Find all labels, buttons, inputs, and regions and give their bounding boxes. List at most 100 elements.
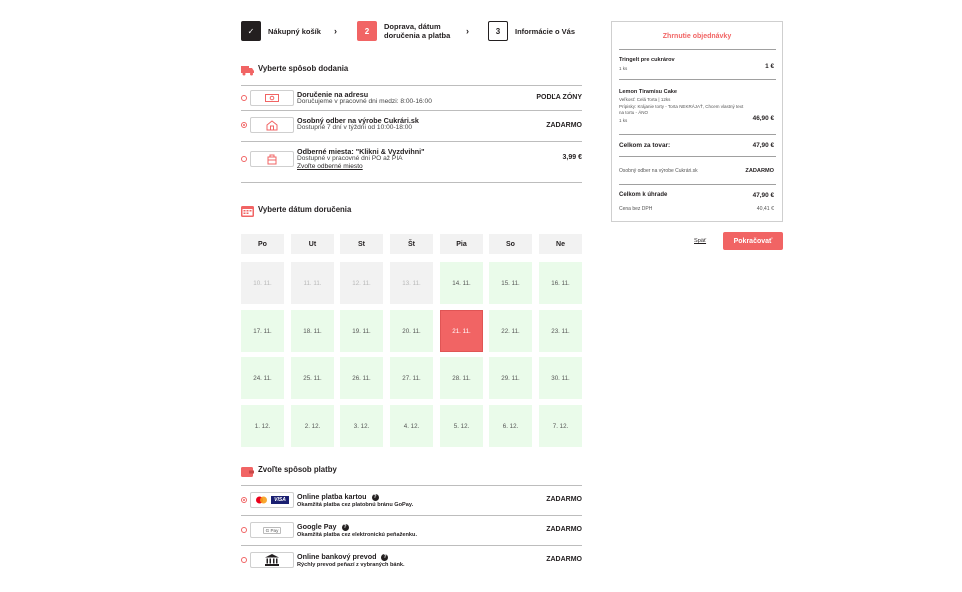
divider (619, 79, 776, 80)
delivery-option-price: PODĽA ZÓNY (536, 94, 582, 101)
calendar-day[interactable]: 25. 11. (291, 357, 334, 399)
summary-item-qty: 1 ks (619, 118, 628, 123)
wallet-icon (241, 464, 254, 477)
step-cart[interactable]: ✓ Nákupný košík (241, 21, 321, 41)
calendar-day[interactable]: 28. 11. (440, 357, 483, 399)
calendar-icon (241, 204, 254, 217)
radio-button[interactable] (241, 527, 247, 533)
choose-pickup-point-link[interactable]: Zvoľte odberné miesto (297, 163, 363, 170)
summary-item-qty: 1 ks (619, 66, 628, 71)
summary-item-detail: Veľkosť: Celá Torta | 12ks (619, 97, 671, 102)
calendar-day[interactable]: 5. 12. (440, 405, 483, 447)
summary-item-detail: Prípisky: Krájanie torty - Torta NEKRÁJA… (619, 104, 744, 109)
calendar-day[interactable]: 6. 12. (489, 405, 532, 447)
step-delivery: 2 Doprava, dátum doručenia a platba (357, 21, 450, 41)
delivery-options: Doručenie na adresu Doručujeme v pracovn… (241, 85, 582, 183)
payment-option-google-pay[interactable]: G Pay Google Pay? Okamžitá platba cez el… (241, 516, 582, 546)
truck-icon (241, 63, 254, 76)
payment-option-bank[interactable]: Online bankový prevod? Rýchly prevod peň… (241, 546, 582, 576)
calendar-day[interactable]: 1. 12. (241, 405, 284, 447)
check-icon: ✓ (241, 21, 261, 41)
google-pay-logo: G Pay (262, 526, 282, 534)
goods-total-value: 47,90 € (752, 142, 774, 149)
step-delivery-label-line2: doručenia a platba (384, 31, 451, 40)
calendar-day[interactable]: 4. 12. (390, 405, 433, 447)
radio-button[interactable] (241, 497, 247, 503)
calendar-day[interactable]: 18. 11. (291, 310, 334, 352)
payment-option-price: ZADARMO (546, 556, 582, 563)
date-heading-text: Vyberte dátum doručenia (258, 205, 352, 214)
date-heading: Vyberte dátum doručenia (241, 204, 352, 217)
calendar-day[interactable]: 15. 11. (489, 262, 532, 304)
calendar-weekday-header: Pia (440, 234, 483, 254)
help-icon[interactable]: ? (381, 554, 389, 561)
continue-button[interactable]: Pokračovať (723, 232, 783, 250)
back-link[interactable]: Späť (694, 238, 707, 244)
payment-option-price: ZADARMO (546, 526, 582, 533)
payment-option-subtitle: Rýchly prevod peňazí z vybraných bánk. (297, 562, 405, 568)
visa-logo: VISA (271, 496, 289, 504)
delivery-option-subtitle: Doručujeme v pracovné dni medzi: 8:00-16… (297, 98, 432, 105)
calendar-day[interactable]: 22. 11. (489, 310, 532, 352)
order-summary: Zhrnutie objednávky Tringelt pre cukráro… (611, 21, 783, 222)
calendar-day-selected[interactable]: 21. 11. (440, 310, 483, 352)
calendar-weekday-header: Ut (291, 234, 334, 254)
calendar-day[interactable]: 3. 12. (340, 405, 383, 447)
bank-icon (250, 552, 294, 568)
price-without-vat-value: 40,41 € (756, 206, 774, 212)
total-value: 47,90 € (752, 192, 774, 199)
delivery-heading-text: Vyberte spôsob dodania (258, 64, 349, 73)
radio-button[interactable] (241, 95, 247, 101)
summary-item-price: 1 € (765, 63, 774, 70)
payment-option-card[interactable]: VISA Online platba kartou? Okamžitá plat… (241, 485, 582, 516)
help-icon[interactable]: ? (371, 494, 379, 501)
calendar-day[interactable]: 24. 11. (241, 357, 284, 399)
chevron-right-icon: › (334, 26, 337, 36)
delivery-option-price: ZADARMO (546, 122, 582, 129)
payment-heading-text: Zvoľte spôsob platby (258, 465, 337, 474)
calendar-day[interactable]: 20. 11. (390, 310, 433, 352)
delivery-option-title: Doručenie na adresu (297, 90, 369, 99)
delivery-option-subtitle: Dostupné v pracovné dni PO až PIA (297, 155, 403, 162)
delivery-option-pickup[interactable]: Osobný odber na výrobe Cukrári.sk Dostup… (241, 111, 582, 142)
calendar-day[interactable]: 26. 11. (340, 357, 383, 399)
calendar-weekday-header: Št (390, 234, 433, 254)
delivery-option-pickup-point[interactable]: Odberné miesta: "Klikni & Vyzdvihni" Dos… (241, 142, 582, 183)
calendar-day[interactable]: 7. 12. (539, 405, 582, 447)
divider (619, 134, 776, 135)
calendar-day[interactable]: 17. 11. (241, 310, 284, 352)
payment-option-title-text: Online bankový prevod (297, 552, 377, 561)
step-delivery-number: 2 (357, 21, 377, 41)
total-label: Celkom k úhrade (619, 192, 668, 198)
calendar-day[interactable]: 27. 11. (390, 357, 433, 399)
summary-item-name: Tringelt pre cukrárov (619, 57, 675, 63)
pickup-point-icon (250, 151, 294, 167)
calendar-day[interactable]: 30. 11. (539, 357, 582, 399)
help-icon[interactable]: ? (341, 524, 349, 531)
calendar-day[interactable]: 14. 11. (440, 262, 483, 304)
calendar-day[interactable]: 19. 11. (340, 310, 383, 352)
calendar-weekday-header: So (489, 234, 532, 254)
divider (619, 184, 776, 185)
card-icon: VISA (250, 492, 294, 508)
summary-item-detail: na tortu - ÁNO (619, 110, 649, 115)
money-icon (250, 90, 294, 106)
calendar-day[interactable]: 29. 11. (489, 357, 532, 399)
delivery-option-price: 3,99 € (562, 154, 582, 161)
summary-item-price: 46,90 € (752, 115, 774, 122)
step-info-label: Informácie o Vás (515, 26, 576, 36)
shipping-value: ZADARMO (745, 168, 774, 174)
step-delivery-label: Doprava, dátum doručenia a platba (384, 22, 450, 40)
payment-option-title: Online bankový prevod? (297, 552, 389, 561)
payment-heading: Zvoľte spôsob platby (241, 464, 337, 477)
calendar-day[interactable]: 23. 11. (539, 310, 582, 352)
calendar-day[interactable]: 16. 11. (539, 262, 582, 304)
delivery-option-subtitle: Dostupné 7 dní v týždni od 10:00-18:00 (297, 124, 413, 131)
radio-button[interactable] (241, 156, 247, 162)
calendar-day-disabled: 11. 11. (291, 262, 334, 304)
radio-button[interactable] (241, 122, 247, 128)
delivery-option-address[interactable]: Doručenie na adresu Doručujeme v pracovn… (241, 85, 582, 111)
radio-button[interactable] (241, 557, 247, 563)
step-cart-label: Nákupný košík (268, 26, 321, 36)
calendar-day[interactable]: 2. 12. (291, 405, 334, 447)
